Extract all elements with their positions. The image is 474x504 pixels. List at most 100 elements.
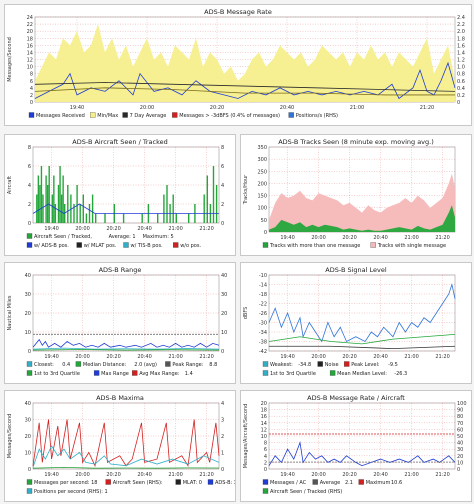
series-0-bar-16	[67, 185, 69, 223]
legend-swatch	[26, 233, 33, 239]
legend-label: -26.3	[394, 371, 407, 377]
legend-swatch	[173, 242, 179, 248]
x-tick-label: 21:00	[168, 354, 182, 360]
legend-swatch	[358, 479, 364, 485]
y2-tick-label: 10	[457, 460, 463, 466]
legend-label: Positions/s (RHS)	[296, 113, 338, 119]
legend-swatch	[165, 361, 171, 367]
legend-swatch	[122, 112, 128, 118]
chart-title: ADS-B Range	[99, 266, 142, 274]
y-tick-label: 250	[257, 169, 267, 175]
y2-tick-label: 2	[221, 202, 224, 208]
legend-label: 1.4	[185, 371, 193, 377]
legend-label: Messages Received	[36, 113, 85, 119]
y2-tick-label: 0	[221, 467, 224, 473]
legend-label: Maximum: 5	[143, 234, 174, 240]
y-tick-label: 40	[25, 401, 31, 407]
signal-level-chart: ADS-B Signal Level -42 -38 -34 -30 -26 -22 -18 -…	[240, 262, 472, 384]
y-tick-label: -18	[259, 292, 267, 298]
y2-tick-label: 50	[457, 434, 463, 440]
series-0-bar-42	[212, 166, 215, 223]
y-tick-label: 20	[25, 434, 31, 440]
range-chart: ADS-B Range 0 10 20 30 40 0 10 20 30 40 19:40 20:00 2…	[4, 262, 236, 384]
legend-swatch	[175, 479, 181, 485]
y2-tick-label: 30	[221, 292, 227, 298]
y2-tick-label: 0.6	[457, 79, 465, 85]
legend-swatch	[28, 112, 35, 118]
legend-label: Average: 1	[109, 234, 136, 240]
x-tick-label: 20:20	[342, 472, 356, 478]
x-tick-label: 21:20	[199, 354, 213, 360]
y-tick-label: -30	[259, 321, 267, 327]
series-0-bar-7	[48, 166, 50, 223]
series-1-area	[269, 205, 455, 232]
chart-svg: ADS-B Message Rate / Aircraft02468101214…	[243, 394, 467, 495]
series-0-bar-9	[53, 175, 55, 223]
y-tick-label: 12	[261, 427, 267, 433]
y2-tick-label: 2.0	[457, 29, 465, 35]
x-tick-label: 20:20	[342, 235, 356, 241]
x-tick-label: 19:40	[70, 105, 84, 111]
y-tick-label: 200	[257, 181, 267, 187]
legend-label: MLAT: 0	[183, 480, 202, 486]
series-0-bar-37	[188, 213, 190, 223]
x-tick-label: 21:20	[199, 472, 213, 478]
legend-swatch	[93, 370, 100, 376]
y2-tick-label: 40	[457, 441, 463, 447]
x-tick-label: 20:00	[140, 105, 154, 111]
x-tick-label: 20:00	[75, 472, 89, 478]
y2-tick-label: 20	[221, 311, 227, 317]
legend-label: Peak Level:	[351, 362, 380, 368]
y2-tick-label: 4	[221, 401, 224, 407]
legend-label: Average	[320, 480, 341, 486]
series-0-bar-21	[82, 194, 84, 223]
y2-tick-label: 70	[457, 421, 463, 427]
legend-label: 7 Day Average	[130, 113, 167, 119]
legend-swatch	[76, 242, 82, 248]
legend-label: Mean Median Level:	[337, 371, 387, 377]
y-tick-label: 14	[27, 50, 33, 56]
series-2-line	[32, 466, 220, 469]
x-tick-label: 20:40	[373, 235, 387, 241]
y-tick-label: 8	[30, 72, 33, 78]
y2-tick-label: 2	[221, 434, 224, 440]
y-tick-label: 30	[25, 292, 31, 298]
x-tick-label: 20:20	[342, 354, 356, 360]
y-tick-label: 16	[27, 43, 33, 49]
series-0-bar-20	[79, 204, 81, 223]
series-0-bar-13	[60, 194, 63, 223]
x-tick-label: 20:20	[106, 226, 120, 232]
y-axis-label: Tracks/Hour	[243, 174, 249, 205]
series-0-bar-10	[54, 204, 57, 223]
x-tick-label: 21:00	[168, 472, 182, 478]
legend-label: 10.6	[391, 480, 402, 486]
y-axis-label: Messages/Second	[7, 414, 13, 459]
legend-swatch	[26, 488, 33, 494]
y-tick-label: 0	[28, 221, 31, 227]
y-tick-label: 2	[30, 93, 33, 99]
series-2-line	[34, 82, 456, 92]
legend-label: w/ MLAT pos.	[84, 243, 117, 249]
series-0-bar-17	[70, 194, 72, 223]
message-rate-chart: ADS-B Message Rate 0 2 4 6 8 10 12 14 16 18 20 22 24 0…	[4, 4, 472, 126]
y2-tick-label: 0.4	[457, 86, 465, 92]
x-tick-label: 19:40	[280, 354, 294, 360]
y-tick-label: 4	[30, 86, 33, 92]
y2-tick-label: 6	[221, 164, 224, 170]
chart-svg: ADS-B Range 0 10 20 30 40 0 10 20 30 40 19:40 20:00 2…	[7, 266, 227, 377]
series-0-bar-33	[166, 185, 168, 223]
legend-swatch	[172, 112, 178, 118]
legend-label: Weakest:	[270, 362, 293, 368]
x-tick-label: 19:40	[280, 472, 294, 478]
series-0-bar-1	[37, 175, 40, 223]
chart-title: ADS-B Aircraft Seen / Tracked	[72, 138, 168, 146]
y-tick-label: 4	[264, 454, 267, 460]
legend-label: Noise	[325, 362, 339, 368]
y-tick-label: 24	[27, 15, 33, 21]
series-1-line	[32, 347, 220, 350]
x-tick-label: 21:00	[404, 354, 418, 360]
series-0-bar-12	[59, 166, 61, 223]
y-tick-label: 10	[27, 65, 33, 71]
x-tick-label: 21:20	[435, 235, 449, 241]
legend-swatch	[329, 370, 336, 376]
